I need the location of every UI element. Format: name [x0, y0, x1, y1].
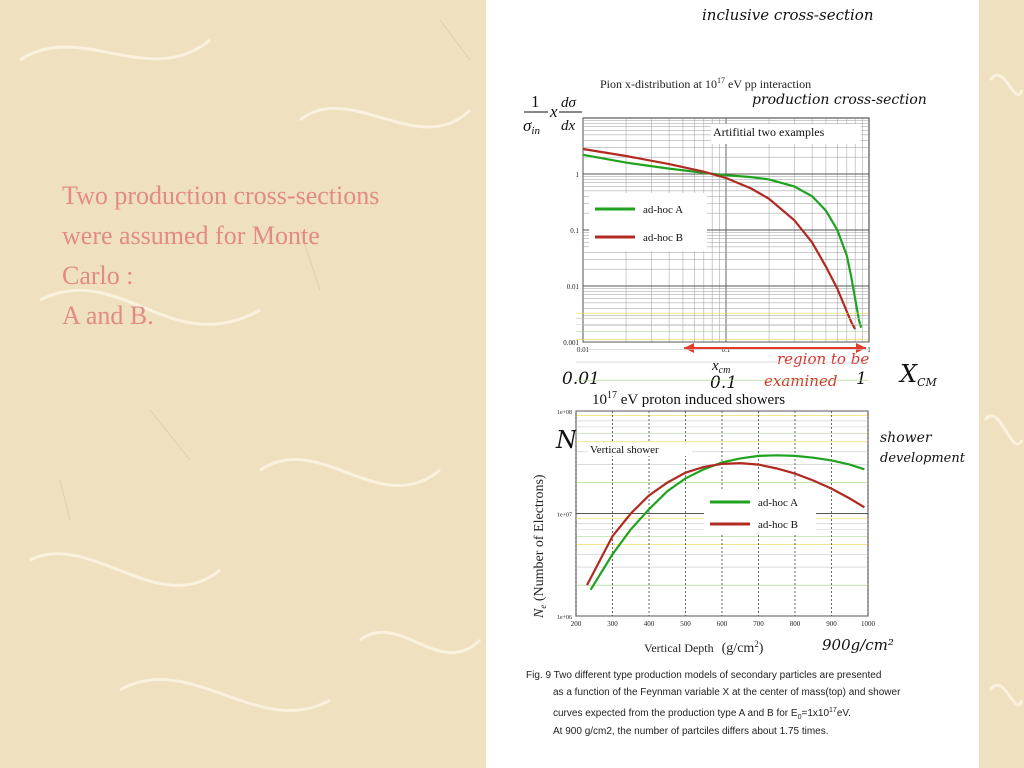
bottom-chart: 200 300 400 500 600 700 800 900 10001e+061e+071e…: [557, 312, 876, 628]
bottom-legend-label: ad-hoc B: [758, 519, 798, 531]
bottom-xtick-label: 500: [680, 620, 691, 628]
note-x-one: 1: [856, 369, 867, 389]
note-region-line2: examined: [764, 372, 837, 390]
note-region-line1: region to be: [777, 350, 869, 368]
top-ylabel-dsigma: dσ: [561, 95, 577, 111]
top-ylabel-one: 1: [531, 92, 540, 111]
caption-line-4: At 900 g/cm2, the number of partciles di…: [553, 726, 829, 737]
bottom-xtick-label: 800: [790, 620, 801, 628]
caption-line-2: as a function of the Feynman variable X …: [553, 687, 901, 698]
bottom-series-b-line: [586, 461, 865, 586]
bottom-xlabel: Vertical Depth (g/cm2): [644, 639, 764, 656]
note-x-small: 0.01: [562, 369, 600, 389]
bottom-chart-ylabel: Ne (Number of Electrons): [532, 474, 548, 619]
top-ylabel-x: x: [549, 102, 558, 121]
top-ytick-label: 0.1: [570, 227, 579, 235]
top-legend: ad-hoc A ad-hoc B: [589, 193, 707, 251]
bottom-xtick-label: 900: [826, 620, 837, 628]
bottom-xtick-label: 1000: [861, 620, 876, 628]
bottom-xtick-label: 300: [607, 620, 618, 628]
bottom-chart-title: 1017 eV proton induced showers: [592, 390, 785, 408]
top-xtick-label: 1: [867, 346, 871, 354]
slide-text-line: A and B.: [62, 301, 154, 330]
bottom-legend-box: [704, 490, 816, 534]
slide-body-text: Two production cross-sections were assum…: [62, 176, 482, 336]
top-legend-label: ad-hoc B: [643, 232, 683, 244]
top-ylabel-sigma: σin: [523, 116, 540, 137]
note-xcm: XCM: [898, 360, 938, 389]
bottom-xtick-label: 700: [753, 620, 764, 628]
caption-line-3: curves expected from the production type…: [553, 707, 851, 721]
bottom-ytick-label: 1e+08: [557, 410, 572, 416]
bottom-xtick-label: 400: [644, 620, 655, 628]
top-xtick-label: 0.1: [722, 346, 731, 354]
top-chart-ylabel: 1 σin x dσ dx: [523, 92, 582, 137]
bottom-legend: ad-hoc A ad-hoc B: [704, 490, 816, 534]
bottom-legend-label: ad-hoc A: [758, 497, 798, 509]
bottom-annotation: Vertical shower: [590, 444, 659, 456]
top-annotation: Artifitial two examples: [713, 125, 825, 139]
note-depth-mark: 900g/cm²: [822, 636, 894, 654]
top-ylabel-dx: dx: [561, 118, 576, 134]
note-production-cross-section: production cross-section: [752, 92, 927, 108]
bottom-ytick-label: 1e+06: [557, 615, 572, 621]
region-arrow: [684, 343, 866, 353]
bottom-xtick-label: 200: [571, 620, 582, 628]
top-chart-title: Pion x-distribution at 1017 eV pp intera…: [600, 76, 811, 91]
slide-text-line: Carlo :: [62, 261, 134, 290]
top-annotation-bg: [711, 124, 861, 144]
caption-line-1: Fig. 9 Two different type production mod…: [526, 670, 881, 681]
slide-text-line: Two production cross-sections: [62, 181, 380, 210]
note-shower-line2: development: [880, 451, 966, 466]
figure-caption: Fig. 9 Two different type production mod…: [526, 670, 901, 737]
top-series-a-line: [582, 153, 863, 328]
note-x-mid: 0.1: [710, 373, 737, 393]
note-inclusive-cross-section: inclusive cross-section: [702, 6, 874, 24]
top-legend-label: ad-hoc A: [643, 204, 683, 216]
bottom-series-a-line: [589, 454, 865, 591]
bottom-xtick-label: 600: [717, 620, 728, 628]
note-shower-line1: shower: [880, 430, 933, 446]
top-legend-box: [589, 193, 707, 251]
top-ytick-label: 0.001: [563, 339, 579, 347]
bottom-annotation-bg: [588, 443, 692, 456]
top-ytick-label: 1: [576, 171, 580, 179]
top-series-b-line: [582, 147, 857, 330]
bottom-grid: [575, 312, 869, 617]
top-xlabel: xcm: [711, 358, 730, 376]
top-ytick-label: 0.01: [567, 283, 580, 291]
top-xtick-label: 0.01: [577, 346, 590, 354]
bottom-ytick-label: 1e+07: [557, 513, 572, 519]
slide-text-line: were assumed for Monte: [62, 221, 320, 250]
